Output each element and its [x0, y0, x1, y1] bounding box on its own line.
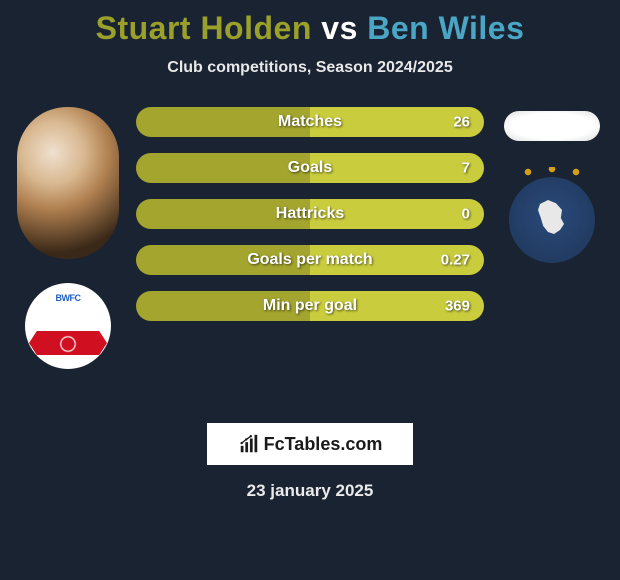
- stat-bar-left-fill: [136, 153, 310, 183]
- stat-bar: Min per goal 369: [136, 291, 484, 321]
- stat-label: Hattricks: [276, 205, 344, 223]
- player1-name: Stuart Holden: [96, 10, 312, 46]
- player1-club-badge: BWFC: [25, 283, 111, 369]
- chart-bars-icon: [238, 433, 260, 455]
- stat-bars: Matches 26 Goals 7 Hattricks 0 Goals per match…: [128, 107, 492, 321]
- stat-label: Matches: [278, 113, 342, 131]
- stat-bar-right-fill: [310, 153, 484, 183]
- snapshot-date: 23 january 2025: [0, 481, 620, 501]
- stat-label: Goals per match: [247, 251, 372, 269]
- stat-bar: Goals 7: [136, 153, 484, 183]
- stat-label: Min per goal: [263, 297, 357, 315]
- player2-photo-placeholder: [504, 111, 600, 141]
- branding-text: FcTables.com: [264, 434, 383, 455]
- comparison-title: Stuart Holden vs Ben Wiles: [0, 0, 620, 47]
- player1-column: BWFC: [8, 107, 128, 369]
- stat-bar: Matches 26: [136, 107, 484, 137]
- stat-value-right: 0: [462, 206, 470, 223]
- player2-club-badge: [509, 177, 595, 263]
- stat-value-right: 0.27: [441, 252, 470, 269]
- stat-value-right: 369: [445, 298, 470, 315]
- stat-label: Goals: [288, 159, 332, 177]
- branding-badge: FcTables.com: [207, 423, 413, 465]
- stat-bar: Goals per match 0.27: [136, 245, 484, 275]
- badge-rose-icon: [57, 333, 79, 355]
- comparison-body: BWFC Matches 26 Goals 7 Hattricks 0 Goals per …: [0, 107, 620, 369]
- badge-terrier-icon: [532, 200, 572, 240]
- player2-column: [492, 107, 612, 263]
- stat-value-right: 26: [453, 114, 470, 131]
- comparison-subtitle: Club competitions, Season 2024/2025: [0, 59, 620, 77]
- vs-text: vs: [321, 10, 358, 46]
- stat-bar: Hattricks 0: [136, 199, 484, 229]
- club-badge-text: BWFC: [56, 293, 81, 303]
- player2-name: Ben Wiles: [367, 10, 524, 46]
- player1-photo: [17, 107, 119, 259]
- stat-value-right: 7: [462, 160, 470, 177]
